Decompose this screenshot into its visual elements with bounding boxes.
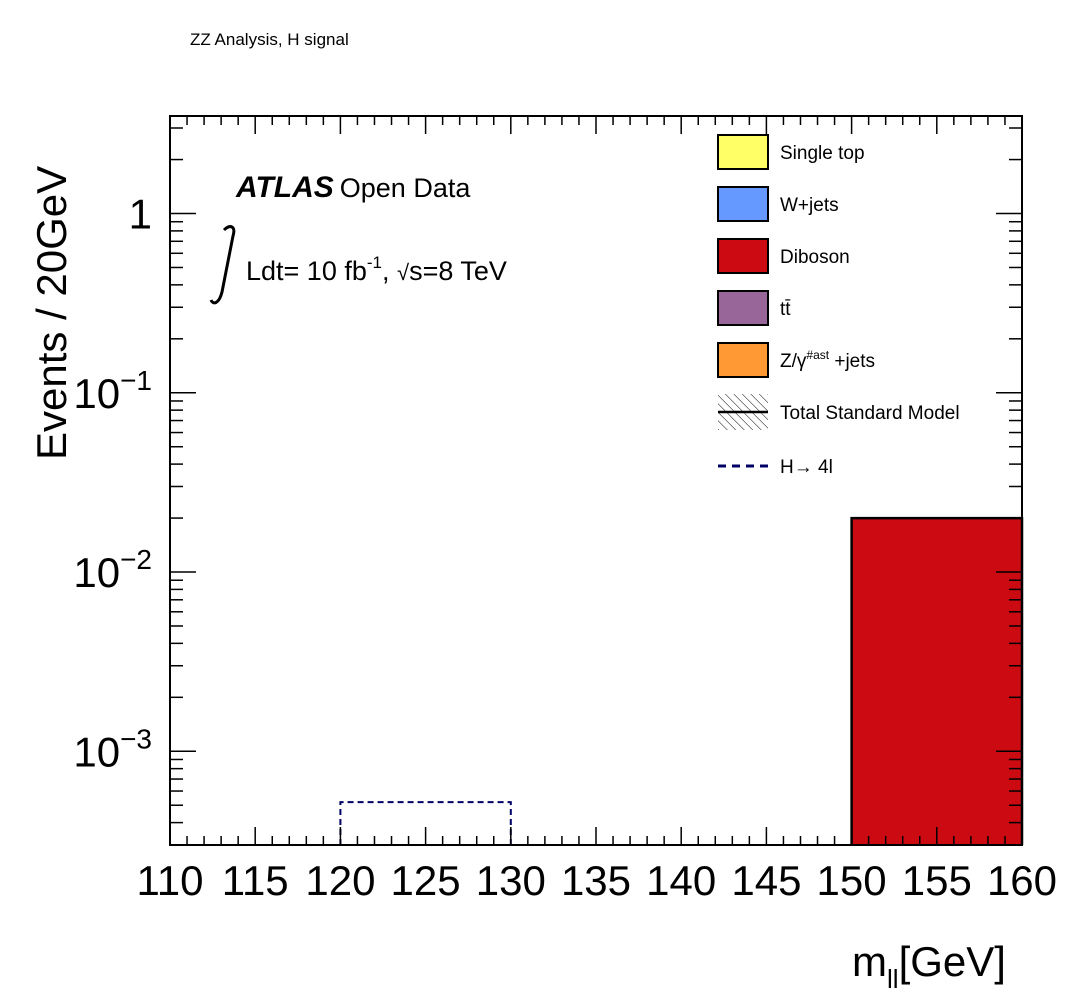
- y-tick-label: 10−3: [73, 723, 152, 775]
- x-tick-label: 160: [987, 857, 1057, 904]
- bars-layer: [850, 516, 1024, 845]
- signal-layer: [339, 801, 512, 845]
- atlas-label: ATLAS Open Data: [235, 171, 471, 204]
- x-tick-label: 130: [476, 857, 546, 904]
- x-tick-labels: 110 115 120 125 130 135 140 145 150 155 160: [137, 857, 1058, 904]
- lumi-label: Ldt= 10 fb-1, √s=8 TeV: [209, 225, 507, 305]
- y-axis-label: Events / 20GeV: [28, 166, 75, 460]
- legend-label: Z/γ#ast +jets: [780, 348, 875, 372]
- legend-swatch: [717, 290, 769, 326]
- legend-label: Total Standard Model: [780, 403, 960, 424]
- legend-swatch: [717, 186, 769, 222]
- y-tick-label: 1: [129, 191, 152, 238]
- x-tick-label: 155: [902, 857, 972, 904]
- ticks-layer: [169, 116, 1023, 846]
- legend-label: H→ 4l: [780, 457, 833, 478]
- legend-label: Diboson: [780, 247, 850, 268]
- legend-swatch: [717, 134, 769, 170]
- x-tick-label: 110: [137, 857, 204, 904]
- x-tick-label: 120: [305, 857, 375, 904]
- x-axis-label: mll[GeV]: [852, 938, 1006, 994]
- legend: Single top W+jets Diboson tt̄ Z/γ#ast +jets T…: [717, 134, 960, 478]
- integral-sign-icon: [209, 225, 236, 305]
- bar-diboson-0: [851, 518, 1022, 845]
- sqrt-icon: √: [397, 260, 410, 285]
- legend-label: Single top: [780, 143, 865, 164]
- x-tick-label: 140: [646, 857, 716, 904]
- legend-swatch: [717, 238, 769, 274]
- x-tick-label: 125: [391, 857, 461, 904]
- y-tick-label: 10−1: [73, 365, 152, 417]
- x-tick-label: 145: [731, 857, 801, 904]
- canvas-title: ZZ Analysis, H signal: [190, 30, 349, 49]
- lumi-text: Ldt= 10 fb-1, √s=8 TeV: [246, 253, 507, 286]
- x-tick-label: 150: [817, 857, 887, 904]
- y-tick-labels: 1 10−1 10−2 10−3: [73, 191, 152, 776]
- x-tick-label: 115: [222, 857, 289, 904]
- y-tick-label: 10−2: [73, 544, 152, 596]
- x-tick-label: 135: [561, 857, 631, 904]
- signal-line-0: [339, 801, 512, 845]
- legend-label: tt̄: [780, 299, 791, 320]
- legend-swatch: [717, 342, 769, 378]
- legend-label: W+jets: [780, 195, 839, 216]
